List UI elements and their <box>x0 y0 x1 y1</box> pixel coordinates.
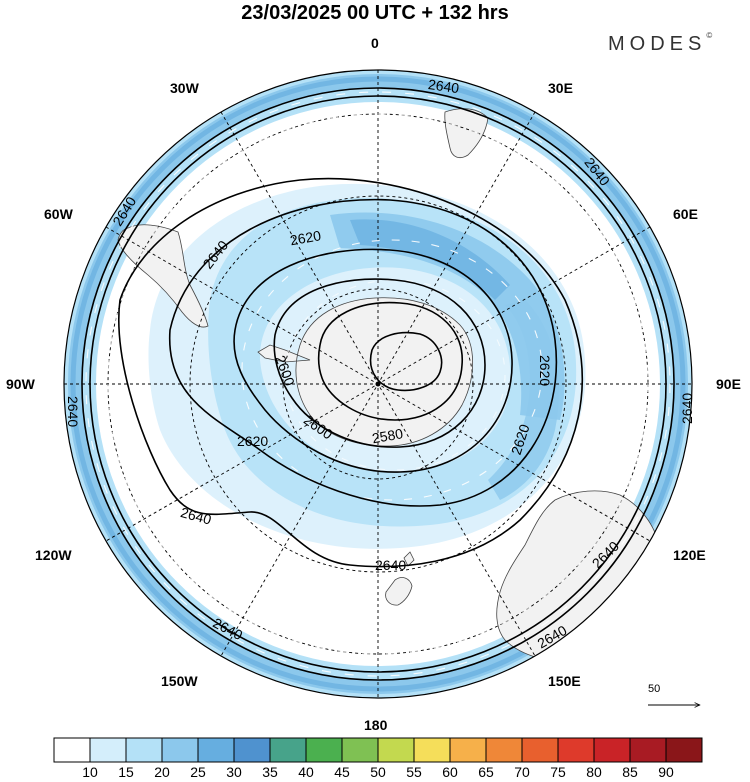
colorbar-box <box>449 737 487 763</box>
lon-label-180: 180 <box>364 717 388 733</box>
lon-label-30e: 30E <box>548 80 573 96</box>
contour-label: 2640 <box>65 396 81 427</box>
contour-2640-outer <box>81 87 675 681</box>
colorbar-box <box>413 737 451 763</box>
contour-label: 2620 <box>237 433 268 449</box>
contour-label: 2620 <box>289 227 323 248</box>
lon-label-120e: 120E <box>673 547 706 563</box>
height-contours <box>81 87 675 681</box>
colorbar-tick-label: 50 <box>370 764 386 780</box>
colorbar-box <box>485 737 523 763</box>
contour-2640-outer-b <box>89 95 667 673</box>
colorbar-tick-label: 30 <box>226 764 242 780</box>
colorbar-box <box>557 737 595 763</box>
colorbar-box <box>233 737 271 763</box>
colorbar-tick-label: 25 <box>190 764 206 780</box>
colorbar-tick-label: 45 <box>334 764 350 780</box>
lon-label-90w: 90W <box>6 376 35 392</box>
colorbar-tick-label: 55 <box>406 764 422 780</box>
lon-label-60e: 60E <box>673 206 698 222</box>
colorbar-tick-label: 15 <box>118 764 134 780</box>
new-zealand <box>385 551 415 606</box>
colorbar-box <box>125 737 163 763</box>
contour-label: 2620 <box>537 355 553 386</box>
logo-mark: © <box>706 31 713 40</box>
contour-2640-inner <box>118 177 583 568</box>
lon-label-30w: 30W <box>170 80 199 96</box>
wind-streamline-vortex <box>241 239 543 501</box>
contour-2570 <box>369 331 443 392</box>
lon-label-0: 0 <box>371 35 379 51</box>
colorbar-box <box>521 737 559 763</box>
contour-label: 2580 <box>371 425 405 446</box>
contour-2620 <box>169 198 558 507</box>
colorbar-box <box>269 737 307 763</box>
colorbar-tick-label: 10 <box>82 764 98 780</box>
colorbar-tick-label: 70 <box>514 764 530 780</box>
colorbar-box <box>53 737 91 763</box>
colorbar-tick-label: 35 <box>262 764 278 780</box>
vortex-jet-max <box>350 219 510 300</box>
colorbar-tick-label: 40 <box>298 764 314 780</box>
contour-label: 2640 <box>179 504 213 528</box>
colorbar-box <box>89 737 127 763</box>
lon-label-150w: 150W <box>161 673 198 689</box>
pole-marker <box>375 381 381 387</box>
lon-label-150e: 150E <box>548 673 581 689</box>
colorbar-tick-label: 85 <box>622 764 638 780</box>
colorbar-tick-label: 20 <box>154 764 170 780</box>
wind-streamline-outer2 <box>107 113 649 655</box>
contour-2580 <box>317 301 463 421</box>
contour-label: 2640 <box>427 76 460 96</box>
lon-label-60w: 60W <box>44 206 73 222</box>
modes-logo: MODES© <box>608 31 713 56</box>
colorbar-box <box>377 737 415 763</box>
lon-label-120w: 120W <box>35 547 72 563</box>
colorbar-box <box>197 737 235 763</box>
africa <box>444 108 489 159</box>
colorbar-tick-label: 65 <box>478 764 494 780</box>
contour-2600 <box>233 248 513 473</box>
contour-label: 2640 <box>375 557 406 573</box>
chart-title: 23/03/2025 00 UTC + 132 hrs <box>241 2 509 24</box>
reference-vector-label: 50 <box>648 683 661 695</box>
wind-streamline-vortex2 <box>284 279 506 471</box>
colorbar-box <box>593 737 631 763</box>
vortex-jet-core <box>330 212 565 420</box>
wind-arrows <box>85 91 671 677</box>
colorbar-box <box>629 737 667 763</box>
colorbar-box <box>665 737 703 763</box>
lon-label-90e: 90E <box>716 376 741 392</box>
logo-text: MODES <box>608 33 707 55</box>
colorbar-tick-label: 75 <box>550 764 566 780</box>
vortex-jet-east <box>488 300 559 500</box>
colorbar-tick-label: 80 <box>586 764 602 780</box>
colorbar <box>53 737 703 763</box>
colorbar-tick-label: 60 <box>442 764 458 780</box>
antarctica <box>257 297 474 447</box>
wind-streamline-outer <box>85 91 671 677</box>
map-frame <box>63 69 693 699</box>
colorbar-box <box>161 737 199 763</box>
contour-2590 <box>273 278 486 448</box>
contour-label: 2640 <box>679 393 695 424</box>
colorbar-tick-label: 90 <box>658 764 674 780</box>
colorbar-box <box>305 737 343 763</box>
colorbar-box <box>341 737 379 763</box>
